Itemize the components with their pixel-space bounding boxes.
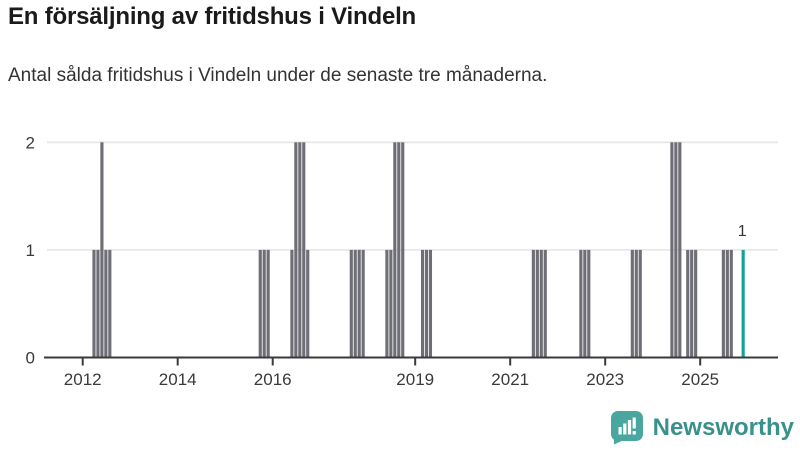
bar-2024-11	[694, 249, 698, 358]
bar-2021-06	[531, 249, 535, 358]
bar-2022-06	[579, 249, 583, 358]
bar-2018-05	[385, 249, 389, 358]
y-axis-label-1: 1	[26, 241, 35, 260]
bar-2024-07	[678, 142, 682, 358]
bar-2017-08	[349, 249, 353, 358]
latest-value-annotation: 1	[738, 223, 747, 240]
bar-2012-03	[92, 249, 96, 358]
bar-2025-06	[721, 249, 725, 358]
bar-2012-04	[96, 249, 100, 358]
bar-2012-06	[104, 249, 108, 358]
newsworthy-logo[interactable]: Newsworthy	[610, 410, 794, 445]
y-axis-label-0: 0	[26, 349, 35, 368]
bar-2022-08	[587, 249, 591, 358]
bar-2025-08	[729, 249, 733, 358]
bar-2021-09	[543, 249, 547, 358]
bar-2016-09	[306, 249, 310, 358]
bar-2017-11	[361, 249, 365, 358]
bar-2018-07	[393, 142, 397, 358]
bar-2019-03	[424, 249, 429, 358]
x-axis-label-2012: 2012	[64, 370, 102, 389]
newsworthy-logo-icon	[610, 410, 644, 445]
x-axis-label-2023: 2023	[586, 370, 624, 389]
newsworthy-logo-text: Newsworthy	[652, 413, 794, 441]
bar-2024-05	[670, 142, 674, 358]
bar-2015-10	[262, 249, 266, 358]
x-axis-label-2025: 2025	[681, 370, 719, 389]
bar-2019-02	[420, 249, 425, 358]
bar-2021-08	[539, 249, 543, 358]
bar-2025-07	[725, 249, 729, 358]
bar-2024-09	[686, 249, 690, 358]
bar-2019-04	[428, 249, 433, 358]
x-axis-label-2019: 2019	[396, 370, 434, 389]
bar-2024-06	[674, 142, 678, 358]
bar-2012-07	[108, 249, 112, 358]
y-axis-label-2: 2	[26, 133, 35, 152]
bar-2023-08	[634, 249, 638, 358]
bar-2016-07	[298, 142, 302, 358]
bar-2017-10	[357, 249, 361, 358]
bar-2021-07	[535, 249, 539, 358]
x-axis-label-2016: 2016	[254, 370, 292, 389]
x-axis-label-2014: 2014	[159, 370, 197, 389]
bar-2012-05	[100, 142, 104, 358]
bar-2023-07	[630, 249, 634, 358]
bar-2016-05	[290, 249, 294, 358]
chart-subtitle: Antal sålda fritidshus i Vindeln under d…	[8, 65, 548, 86]
bar-2015-09	[258, 249, 262, 358]
bar-highlight-2025-11	[741, 249, 745, 358]
bar-2017-09	[353, 249, 357, 358]
bar-2018-09	[401, 142, 405, 358]
bar-2015-11	[266, 249, 270, 358]
x-axis-label-2021: 2021	[491, 370, 529, 389]
bar-2016-08	[302, 142, 306, 358]
bar-2016-06	[294, 142, 298, 358]
bar-2018-06	[389, 249, 393, 358]
bar-2018-08	[397, 142, 401, 358]
bar-2023-09	[638, 249, 642, 358]
bar-2022-07	[583, 249, 587, 358]
bar-2024-10	[690, 249, 694, 358]
chart-title: En försäljning av fritidshus i Vindeln	[8, 3, 417, 30]
